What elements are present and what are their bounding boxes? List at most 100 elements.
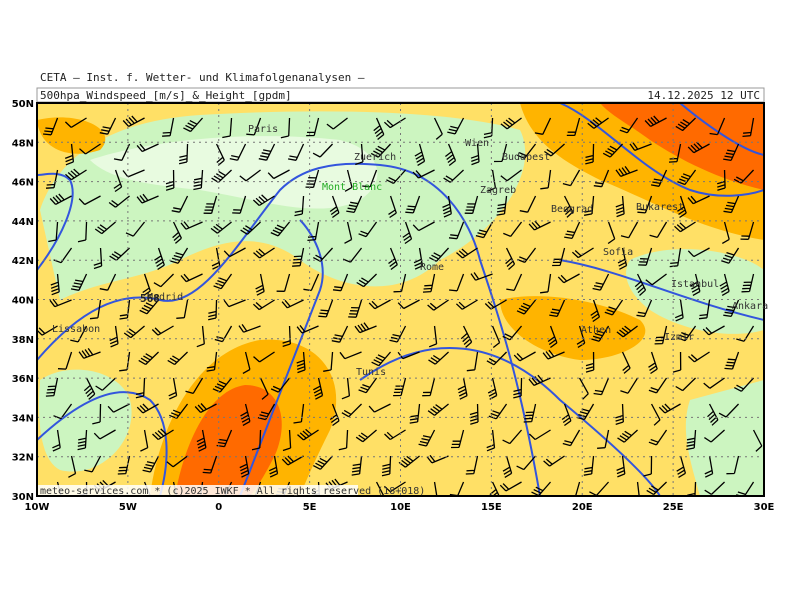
wind-barb (368, 299, 391, 310)
wind-barb (296, 325, 319, 334)
wind-barb (172, 221, 182, 244)
wind-barb (109, 325, 119, 348)
wind-barb (528, 220, 551, 231)
wind-barb (428, 247, 450, 262)
wind-barb (232, 195, 247, 214)
wind-barb (564, 221, 581, 240)
wind-barb (648, 429, 668, 446)
lat-tick-label: 38N (12, 335, 34, 346)
wind-barb (687, 195, 710, 205)
wind-barb (203, 195, 218, 214)
wind-barb (484, 299, 507, 310)
wind-barb (229, 143, 247, 161)
wind-barb (196, 429, 207, 452)
wind-barb (704, 429, 725, 443)
wind-barb (384, 429, 406, 441)
city-label: Beograd (551, 204, 593, 215)
wind-barb (45, 377, 59, 397)
wind-barb (487, 169, 497, 192)
wind-barb (252, 194, 275, 207)
wind-barb (687, 141, 710, 154)
wind-barb (167, 351, 188, 366)
wind-barb (741, 273, 755, 293)
city-label: Rome (420, 262, 444, 273)
wind-barb (223, 247, 246, 258)
wind-barb (646, 481, 667, 496)
wind-barb (89, 299, 102, 320)
wind-barb (721, 221, 730, 244)
wind-barb (427, 403, 449, 416)
wind-barb (723, 143, 740, 162)
city-label: Sofia (603, 247, 633, 258)
wind-barb (77, 429, 88, 451)
wind-barb (674, 221, 696, 233)
wind-barb (113, 169, 123, 193)
wind-barb (502, 325, 523, 341)
wind-barb (688, 351, 710, 363)
wind-barb (208, 299, 218, 321)
wind-barb (202, 455, 218, 474)
wind-barb (125, 221, 146, 237)
wind-barb (270, 221, 291, 237)
wind-barb (585, 351, 595, 373)
wind-barb (153, 273, 174, 288)
wind-barb (194, 403, 217, 413)
wind-barb (469, 403, 479, 425)
wind-barb (139, 299, 160, 315)
wind-barb (615, 195, 625, 218)
wind-barb (742, 117, 755, 138)
wind-barb (405, 195, 421, 214)
wind-barb (740, 221, 755, 240)
source-header: CETA — Inst. f. Wetter- und Klimafolgena… (40, 71, 365, 84)
wind-barb (323, 351, 334, 372)
wind-barb (650, 169, 668, 187)
wind-barbs (37, 115, 763, 496)
wind-barb (571, 247, 594, 259)
wind-barb (621, 351, 631, 374)
wind-barb (397, 299, 420, 310)
wind-barb (486, 351, 508, 366)
wind-barb (388, 195, 397, 219)
wind-barb (166, 455, 188, 468)
field (37, 103, 764, 496)
wind-barb (393, 273, 407, 293)
wind-barb (516, 299, 537, 315)
wind-barb (57, 351, 73, 370)
wind-barb (698, 299, 711, 320)
wind-barb (506, 273, 523, 292)
wind-barb (99, 273, 117, 291)
wind-barb (222, 117, 233, 139)
city-label: Athen (581, 325, 611, 336)
wind-barb (354, 322, 377, 334)
city-label: Budapest (502, 152, 550, 163)
jet-core (175, 385, 282, 496)
wind-barb (171, 195, 189, 213)
lon-tick-label: 10W (25, 502, 50, 513)
wind-barb (675, 117, 696, 132)
wind-barb (427, 299, 449, 311)
city-label: Istanbul (671, 279, 719, 290)
wind-barb (604, 299, 624, 316)
wind-barb (122, 115, 145, 127)
wind-barb (593, 377, 610, 396)
wind-barb (703, 377, 725, 389)
wind-barb (240, 403, 251, 426)
wind-barb (109, 247, 130, 261)
lon-tick-label: 0 (215, 502, 222, 513)
wind-barb (170, 247, 189, 264)
wind-barb (616, 325, 638, 338)
wind-barb (140, 429, 149, 452)
wind-barb (690, 273, 701, 296)
wind-barb (717, 169, 726, 191)
wind-barb (502, 455, 513, 478)
wind-barb (136, 403, 159, 414)
wind-barb (136, 193, 159, 204)
wind-barb (95, 377, 116, 391)
wind-barb (519, 195, 537, 213)
wind-barb (676, 455, 687, 478)
wind-barb (629, 142, 652, 152)
wind-barb (620, 221, 639, 239)
wind-barb (733, 377, 755, 392)
wind-barb (687, 481, 697, 496)
wind-barb (674, 299, 684, 322)
